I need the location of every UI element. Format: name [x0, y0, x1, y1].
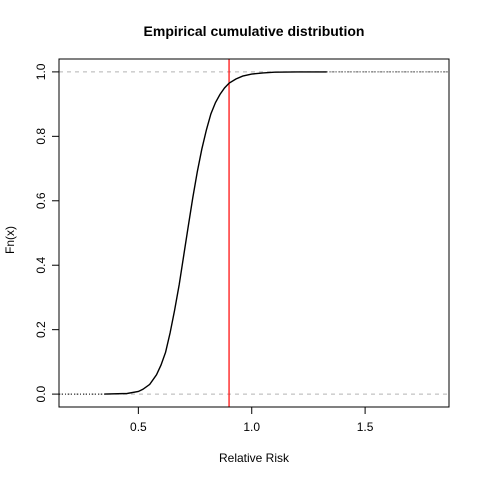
x-axis-label: Relative Risk: [219, 451, 290, 465]
x-tick-label: 1.0: [243, 420, 260, 434]
y-axis-label: Fn(x): [3, 226, 17, 254]
x-tick-label: 1.5: [357, 420, 374, 434]
x-axis: 0.5 1.0 1.5: [130, 407, 374, 434]
y-tick-label: 1.0: [34, 63, 48, 80]
reference-lines: [59, 59, 449, 407]
y-tick-label: 0.0: [34, 385, 48, 402]
y-tick-label: 0.8: [34, 128, 48, 145]
plot-frame: [58, 58, 450, 408]
y-tick-label: 0.6: [34, 192, 48, 209]
y-tick-label: 0.2: [34, 321, 48, 338]
chart-title: Empirical cumulative distribution: [144, 23, 365, 39]
series-layer: [59, 71, 449, 395]
y-tick-label: 0.4: [34, 257, 48, 274]
ecdf-line: [104, 71, 327, 395]
ecdf-series-0: [59, 71, 449, 395]
x-tick-label: 0.5: [130, 420, 147, 434]
y-axis: 0.0 0.2 0.4 0.6 0.8 1.0: [34, 63, 59, 402]
